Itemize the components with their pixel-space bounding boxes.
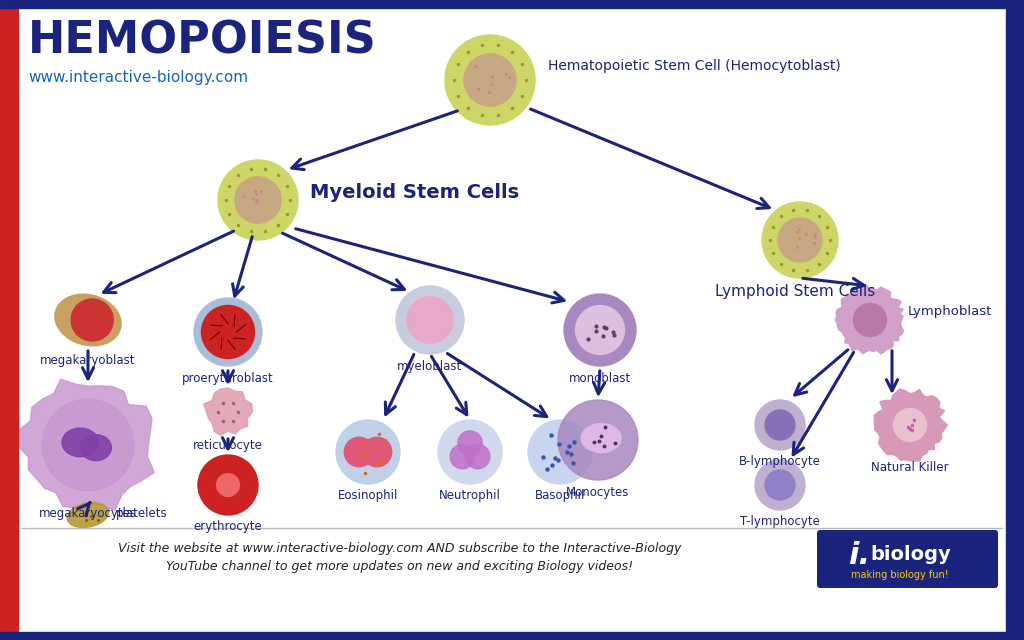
Text: T-lymphocyte: T-lymphocyte (740, 515, 820, 528)
Ellipse shape (55, 294, 121, 346)
Text: Eosinophil: Eosinophil (338, 489, 398, 502)
Circle shape (407, 297, 453, 343)
Circle shape (894, 408, 927, 442)
Text: proerythroblast: proerythroblast (182, 372, 273, 385)
Text: Neutrophil: Neutrophil (439, 489, 501, 502)
Circle shape (438, 420, 502, 484)
Text: reticulocyte: reticulocyte (194, 439, 263, 452)
Text: Lymphoblast: Lymphoblast (908, 305, 992, 319)
Text: myeloblast: myeloblast (397, 360, 463, 373)
Bar (0, 632, 1024, 640)
Circle shape (755, 460, 805, 510)
Ellipse shape (68, 502, 109, 527)
Circle shape (42, 399, 134, 491)
Text: megakaryocytes: megakaryocytes (39, 507, 137, 520)
Circle shape (575, 305, 625, 355)
Circle shape (336, 420, 400, 484)
Polygon shape (836, 285, 903, 354)
Text: Visit the website at www.interactive-biology.com AND subscribe to the Interactiv: Visit the website at www.interactive-bio… (119, 542, 682, 555)
Text: platelets: platelets (116, 506, 168, 520)
Circle shape (396, 286, 464, 354)
Circle shape (778, 218, 822, 262)
Circle shape (564, 294, 636, 366)
Text: YouTube channel to get more updates on new and exciting Biology videos!: YouTube channel to get more updates on n… (167, 560, 634, 573)
Circle shape (765, 470, 795, 500)
Bar (0, 0, 1024, 8)
Text: Natural Killer: Natural Killer (871, 461, 949, 474)
Text: erythrocyte: erythrocyte (194, 520, 262, 533)
Ellipse shape (62, 428, 98, 457)
Text: Hematopoietic Stem Cell (Hemocytoblast): Hematopoietic Stem Cell (Hemocytoblast) (548, 59, 841, 73)
Circle shape (217, 474, 240, 497)
Circle shape (72, 299, 114, 341)
Text: Monocytes: Monocytes (566, 486, 630, 499)
Circle shape (218, 160, 298, 240)
Circle shape (445, 35, 535, 125)
Text: Myeloid Stem Cells: Myeloid Stem Cells (310, 182, 519, 202)
Circle shape (765, 410, 795, 440)
Bar (1006, 0, 1024, 640)
FancyBboxPatch shape (817, 530, 998, 588)
Circle shape (853, 303, 887, 337)
Circle shape (458, 431, 482, 455)
Polygon shape (16, 380, 155, 510)
Bar (0, 0, 18, 640)
Polygon shape (204, 388, 252, 435)
Circle shape (344, 437, 374, 467)
Text: making biology fun!: making biology fun! (851, 570, 949, 580)
Ellipse shape (80, 435, 112, 461)
Circle shape (202, 305, 255, 358)
Circle shape (362, 437, 391, 467)
Text: www.interactive-biology.com: www.interactive-biology.com (28, 70, 248, 85)
Polygon shape (874, 388, 947, 461)
Circle shape (451, 444, 474, 468)
Ellipse shape (582, 424, 622, 452)
Text: Basophil: Basophil (535, 489, 585, 502)
Circle shape (528, 420, 592, 484)
Circle shape (194, 298, 262, 366)
Circle shape (755, 400, 805, 450)
Text: HEMOPOIESIS: HEMOPOIESIS (28, 20, 377, 63)
Text: i.: i. (848, 541, 870, 570)
Text: megakaryoblast: megakaryoblast (40, 354, 136, 367)
Text: Lymphoid Stem Cells: Lymphoid Stem Cells (715, 284, 876, 299)
Circle shape (466, 444, 489, 468)
Circle shape (762, 202, 838, 278)
Circle shape (198, 455, 258, 515)
Text: B-lymphocyte: B-lymphocyte (739, 455, 821, 468)
Text: monoblast: monoblast (569, 372, 631, 385)
Text: biology: biology (870, 545, 950, 564)
Circle shape (558, 400, 638, 480)
Circle shape (234, 177, 282, 223)
Circle shape (464, 54, 516, 106)
